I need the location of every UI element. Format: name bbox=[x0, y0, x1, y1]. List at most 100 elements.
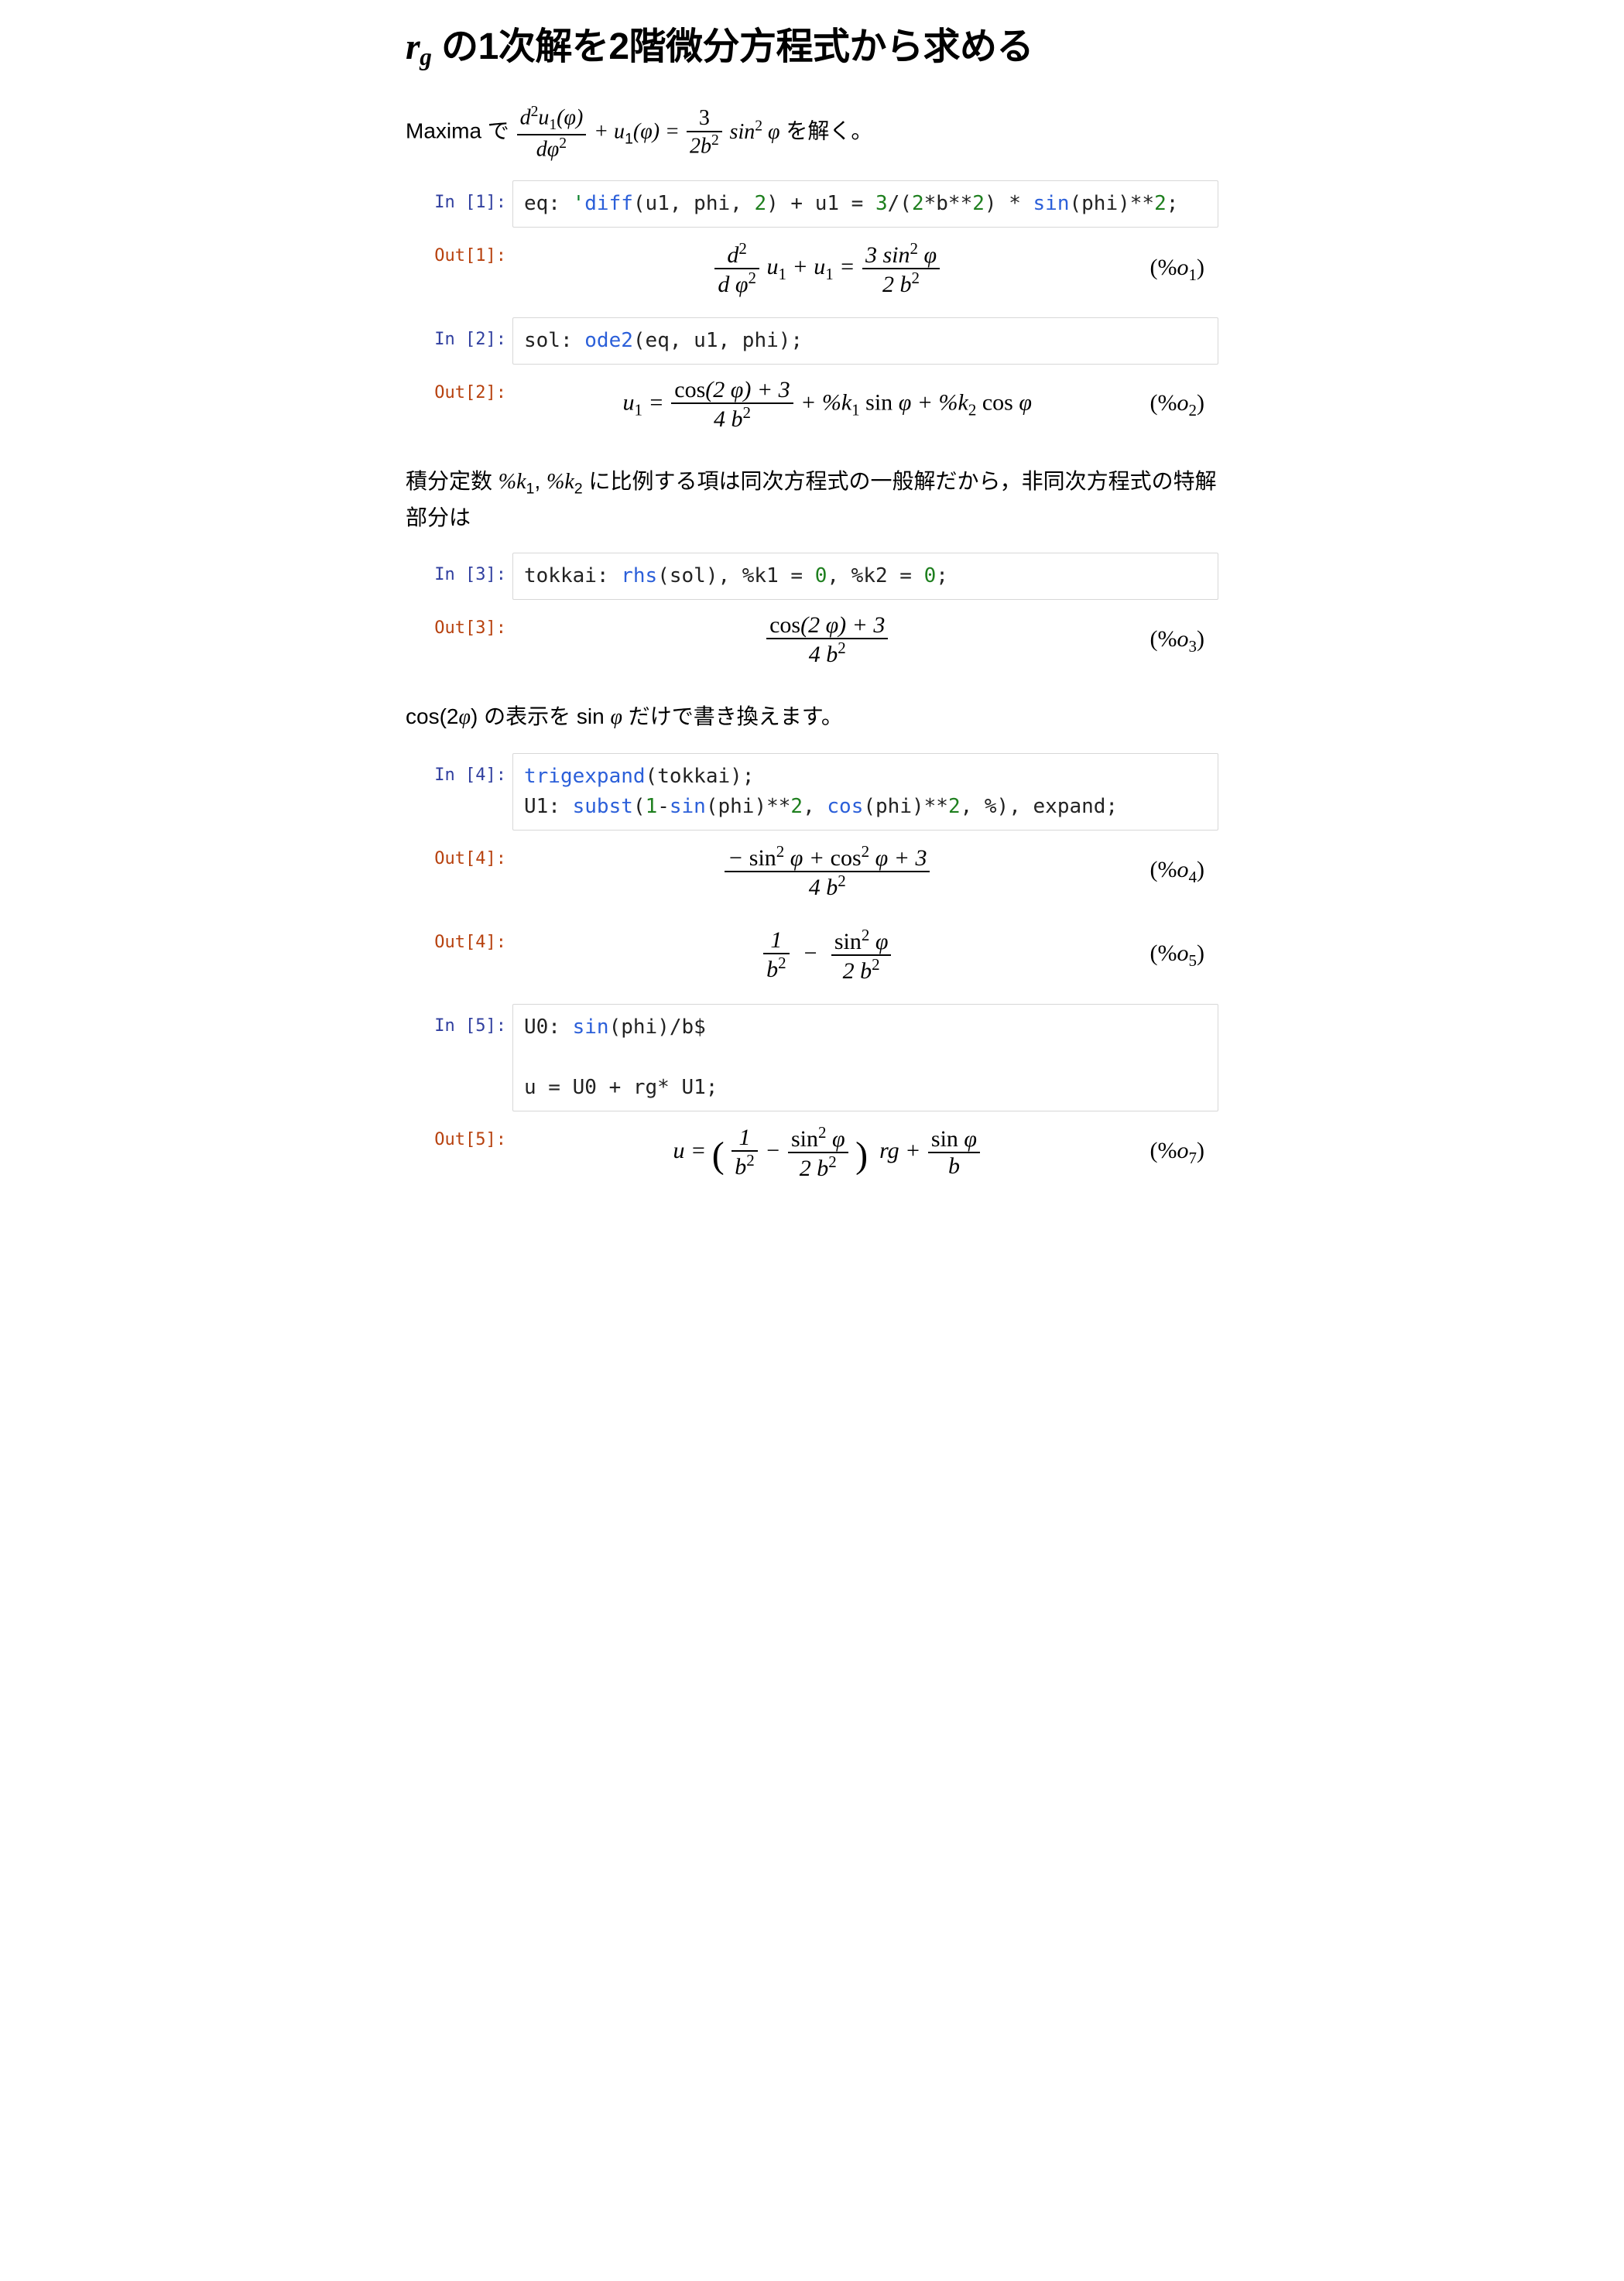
title-var-r: r bbox=[406, 26, 420, 67]
output-1-tag: (%o1) bbox=[1150, 250, 1215, 288]
out-prompt-4b: Out[4]: bbox=[406, 920, 506, 956]
code-5-U0: U0: bbox=[524, 1015, 573, 1039]
code-3-mid: , %k2 = bbox=[827, 564, 923, 587]
cell-4-out-a: Out[4]: − sin2 φ + cos2 φ + 3 4 b2 (%o4) bbox=[406, 837, 1218, 914]
code-3-semi: ; bbox=[936, 564, 948, 587]
code-1-tick: ' bbox=[573, 192, 585, 215]
code-4-comma: , bbox=[803, 795, 827, 818]
output-2-expr: u1 = cos(2 φ) + 3 4 b2 + %k1 sin φ + %k2… bbox=[517, 377, 1138, 432]
output-2-row: u1 = cos(2 φ) + 3 4 b2 + %k1 sin φ + %k2… bbox=[517, 377, 1214, 432]
output-1-tag-n: 1 bbox=[1189, 265, 1197, 284]
output-2-tag-n: 2 bbox=[1189, 401, 1197, 420]
output-3-expr: cos(2 φ) + 3 4 b2 bbox=[517, 612, 1138, 667]
code-3-rhs: rhs bbox=[621, 564, 657, 587]
output-3-tag: (%o3) bbox=[1150, 622, 1215, 659]
output-3: cos(2 φ) + 3 4 b2 (%o3) bbox=[512, 606, 1218, 681]
code-1-n2d: 2 bbox=[1154, 192, 1167, 215]
intro-after: を解く。 bbox=[786, 119, 872, 143]
output-4b-tag-n: 5 bbox=[1189, 951, 1197, 970]
cell-4-in: In [4]: trigexpand(tokkai); U1: subst(1-… bbox=[406, 753, 1218, 831]
output-5-row: u = ( 1 b2 − sin2 φ 2 b2 ) rg + sin φ b bbox=[517, 1124, 1214, 1181]
code-4-U1: U1: bbox=[524, 795, 573, 818]
code-1-sinarg: (phi)** bbox=[1070, 192, 1155, 215]
code-4-trig: trigexpand bbox=[524, 765, 646, 788]
output-4a: − sin2 φ + cos2 φ + 3 4 b2 (%o4) bbox=[512, 837, 1218, 914]
output-4a-tag-n: 4 bbox=[1189, 868, 1197, 886]
intro-plus-u1: + u bbox=[594, 120, 625, 144]
para-rewrite: cos(2φ) の表示を sin φ だけで書き換えます。 bbox=[406, 700, 1218, 734]
intro-sin2phi: sin2 φ bbox=[730, 120, 780, 144]
in-prompt-1: In [1]: bbox=[406, 180, 506, 216]
cell-2-out: Out[2]: u1 = cos(2 φ) + 3 4 b2 + %k1 sin… bbox=[406, 371, 1218, 446]
intro-frac-d2u1: d2u1(φ) dφ2 bbox=[517, 104, 587, 162]
output-2-tag: (%o2) bbox=[1150, 385, 1215, 423]
code-4-cosarg: (phi)** bbox=[863, 795, 948, 818]
code-1-b2: *b** bbox=[924, 192, 973, 215]
code-1-sin: sin bbox=[1033, 192, 1070, 215]
cell-4-out-b: Out[4]: 1 b2 − sin2 φ 2 b2 (%o5) bbox=[406, 920, 1218, 998]
out-prompt-4a: Out[4]: bbox=[406, 837, 506, 872]
output-5-expr: u = ( 1 b2 − sin2 φ 2 b2 ) rg + sin φ b bbox=[517, 1124, 1138, 1181]
out-prompt-5: Out[5]: bbox=[406, 1118, 506, 1153]
output-5: u = ( 1 b2 − sin2 φ 2 b2 ) rg + sin φ b bbox=[512, 1118, 1218, 1195]
out-prompt-3: Out[3]: bbox=[406, 606, 506, 642]
output-4a-row: − sin2 φ + cos2 φ + 3 4 b2 (%o4) bbox=[517, 843, 1214, 900]
code-cell-5[interactable]: U0: sin(phi)/b$ u = U0 + rg* U1; bbox=[512, 1004, 1218, 1111]
code-4-open: ( bbox=[633, 795, 646, 818]
code-cell-3[interactable]: tokkai: rhs(sol), %k1 = 0, %k2 = 0; bbox=[512, 553, 1218, 600]
code-4-n2a: 2 bbox=[790, 795, 803, 818]
output-4a-expr: − sin2 φ + cos2 φ + 3 4 b2 bbox=[517, 843, 1138, 900]
code-3-args: (sol), %k1 = bbox=[657, 564, 815, 587]
code-4-sinarg: (phi)** bbox=[706, 795, 791, 818]
cell-5-out: Out[5]: u = ( 1 b2 − sin2 φ 2 b2 ) rg + bbox=[406, 1118, 1218, 1195]
code-1-diff: diff bbox=[584, 192, 633, 215]
code-4-trigarg: (tokkai); bbox=[646, 765, 755, 788]
notebook-page: rg の1次解を2階微分方程式から求める Maxima で d2u1(φ) dφ… bbox=[384, 0, 1240, 1245]
code-1-n2a: 2 bbox=[754, 192, 766, 215]
code-4-sin: sin bbox=[670, 795, 706, 818]
output-4a-tag: (%o4) bbox=[1150, 852, 1215, 890]
code-1-n2b: 2 bbox=[912, 192, 924, 215]
cell-3-out: Out[3]: cos(2 φ) + 3 4 b2 (%o3) bbox=[406, 606, 1218, 681]
output-4b-tag: (%o5) bbox=[1150, 936, 1215, 974]
para-tokkai: 積分定数 %k1, %k2 に比例する項は同次方程式の一般解だから，非同次方程式… bbox=[406, 464, 1218, 534]
code-4-minus: - bbox=[657, 795, 670, 818]
in-prompt-2: In [2]: bbox=[406, 317, 506, 353]
output-1-row: d2 d φ2 u1 + u1 = 3 sin2 φ 2 b2 (%o1) bbox=[517, 240, 1214, 297]
code-5-mid: (phi)/b bbox=[609, 1015, 694, 1039]
code-5-sin: sin bbox=[573, 1015, 609, 1039]
code-cell-2[interactable]: sol: ode2(eq, u1, phi); bbox=[512, 317, 1218, 365]
output-4b: 1 b2 − sin2 φ 2 b2 (%o5) bbox=[512, 920, 1218, 998]
cell-2-in: In [2]: sol: ode2(eq, u1, phi); bbox=[406, 317, 1218, 365]
output-2: u1 = cos(2 φ) + 3 4 b2 + %k1 sin φ + %k2… bbox=[512, 371, 1218, 446]
output-1: d2 d φ2 u1 + u1 = 3 sin2 φ 2 b2 (%o1) bbox=[512, 234, 1218, 311]
intro-frac-3-2b2: 3 2b2 bbox=[687, 107, 722, 159]
code-cell-4[interactable]: trigexpand(tokkai); U1: subst(1-sin(phi)… bbox=[512, 753, 1218, 831]
output-1-expr: d2 d φ2 u1 + u1 = 3 sin2 φ 2 b2 bbox=[517, 240, 1138, 297]
in-prompt-4: In [4]: bbox=[406, 753, 506, 789]
output-4b-expr: 1 b2 − sin2 φ 2 b2 bbox=[517, 926, 1138, 984]
intro-paragraph: Maxima で d2u1(φ) dφ2 + u1(φ) = 3 2b2 sin… bbox=[406, 104, 1218, 162]
code-cell-1[interactable]: eq: 'diff(u1, phi, 2) + u1 = 3/(2*b**2) … bbox=[512, 180, 1218, 228]
output-5-tag-n: 7 bbox=[1189, 1149, 1197, 1167]
in-prompt-5: In [5]: bbox=[406, 1004, 506, 1039]
code-4-cos: cos bbox=[827, 795, 863, 818]
code-1-close1: ) + u1 = bbox=[766, 192, 875, 215]
page-title: rg の1次解を2階微分方程式から求める bbox=[406, 19, 1218, 76]
cell-1-in: In [1]: eq: 'diff(u1, phi, 2) + u1 = 3/(… bbox=[406, 180, 1218, 228]
output-4b-row: 1 b2 − sin2 φ 2 b2 (%o5) bbox=[517, 926, 1214, 984]
code-3-z2: 0 bbox=[924, 564, 937, 587]
code-1-semi: ; bbox=[1167, 192, 1179, 215]
code-4-n1: 1 bbox=[646, 795, 658, 818]
output-3-tag-n: 3 bbox=[1189, 637, 1197, 656]
code-1-diff-args: (u1, phi, bbox=[633, 192, 755, 215]
code-1-close2: ) * bbox=[985, 192, 1033, 215]
code-5-line3: u = U0 + rg* U1; bbox=[524, 1076, 718, 1099]
out-prompt-2: Out[2]: bbox=[406, 371, 506, 406]
code-4-rest: , %), expand; bbox=[961, 795, 1119, 818]
cell-5-in: In [5]: U0: sin(phi)/b$ u = U0 + rg* U1; bbox=[406, 1004, 1218, 1111]
code-1-n2c: 2 bbox=[972, 192, 985, 215]
code-1-div: /( bbox=[888, 192, 912, 215]
code-2-args: (eq, u1, phi); bbox=[633, 329, 803, 352]
code-3-tokkai: tokkai: bbox=[524, 564, 621, 587]
